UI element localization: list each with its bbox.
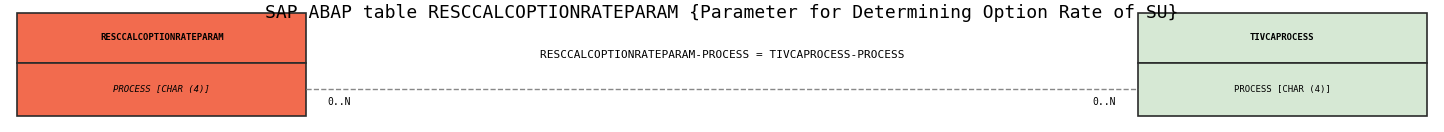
Text: 0..N: 0..N [1093,97,1116,107]
Text: TIVCAPROCESS: TIVCAPROCESS [1251,33,1314,42]
Text: RESCCALCOPTIONRATEPARAM-PROCESS = TIVCAPROCESS-PROCESS: RESCCALCOPTIONRATEPARAM-PROCESS = TIVCAP… [540,50,904,60]
Bar [17,13,306,63]
Text: RESCCALCOPTIONRATEPARAM: RESCCALCOPTIONRATEPARAM [100,33,224,42]
Text: PROCESS [CHAR (4)]: PROCESS [CHAR (4)] [113,85,211,94]
Bar [1138,13,1427,63]
Text: SAP ABAP table RESCCALCOPTIONRATEPARAM {Parameter for Determining Option Rate of: SAP ABAP table RESCCALCOPTIONRATEPARAM {… [266,4,1178,22]
Text: PROCESS [CHAR (4)]: PROCESS [CHAR (4)] [1233,85,1331,94]
Bar [1138,63,1427,116]
Text: 0..N: 0..N [328,97,351,107]
Bar [17,63,306,116]
